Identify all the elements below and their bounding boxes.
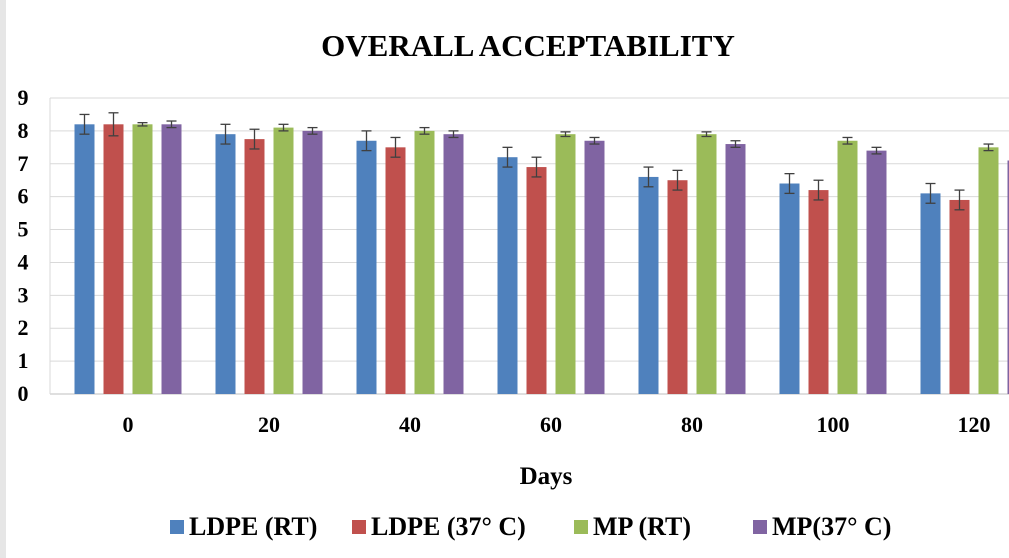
bar — [526, 167, 547, 394]
y-tick-label: 3 — [18, 282, 29, 307]
bar — [356, 140, 377, 394]
bar — [443, 134, 464, 394]
bar — [638, 176, 659, 394]
y-tick-label: 4 — [18, 249, 29, 274]
legend-swatch — [352, 520, 366, 534]
legend-swatch — [753, 520, 767, 534]
bar — [132, 124, 153, 395]
y-tick-label: 0 — [18, 381, 29, 406]
x-tick-label: 40 — [399, 412, 421, 437]
bar — [161, 124, 182, 395]
x-axis-ticks: 0 20 40 60 80 100 120 — [123, 412, 991, 437]
bar — [949, 199, 970, 394]
x-tick-label: 80 — [681, 412, 703, 437]
legend-swatch — [574, 520, 588, 534]
x-tick-label: 100 — [817, 412, 850, 437]
y-tick-label: 6 — [18, 184, 29, 209]
x-tick-label: 20 — [258, 412, 280, 437]
legend-label: MP(37° C) — [772, 512, 891, 541]
bar — [584, 140, 605, 394]
bar — [667, 180, 688, 394]
bar — [920, 193, 941, 394]
bar-chart: OVERALL ACCEPTABILITY 0 1 2 3 4 5 6 7 8 9 0 20 40 60… — [18, 28, 1009, 541]
bar — [497, 157, 518, 394]
y-tick-label: 2 — [18, 315, 29, 340]
chart-title: OVERALL ACCEPTABILITY — [321, 28, 735, 63]
bar — [1007, 160, 1009, 394]
y-tick-label: 1 — [18, 348, 29, 373]
bar — [725, 144, 746, 394]
legend-label: LDPE (RT) — [189, 512, 317, 541]
bar — [555, 134, 576, 394]
y-tick-label: 5 — [18, 217, 29, 242]
bar — [779, 183, 800, 394]
legend-label: LDPE (37° C) — [371, 512, 526, 541]
y-tick-label: 9 — [18, 85, 29, 110]
bar — [837, 140, 858, 394]
bar — [74, 124, 95, 395]
bars-group — [74, 112, 1009, 395]
chart-panel: OVERALL ACCEPTABILITY 0 1 2 3 4 5 6 7 8 9 0 20 40 60… — [6, 0, 1009, 558]
bar — [244, 139, 265, 394]
bar — [215, 134, 236, 394]
bar — [273, 127, 294, 394]
bar — [808, 190, 829, 394]
x-tick-label: 120 — [958, 412, 991, 437]
bar — [696, 134, 717, 394]
bar — [385, 147, 406, 394]
bar — [866, 150, 887, 394]
legend: LDPE (RT) LDPE (37° C) MP (RT) MP(37° C) — [170, 512, 891, 541]
y-tick-label: 7 — [18, 151, 29, 176]
legend-swatch — [170, 520, 184, 534]
bar — [978, 147, 999, 394]
bar — [414, 130, 435, 394]
y-tick-label: 8 — [18, 118, 29, 143]
x-tick-label: 0 — [123, 412, 134, 437]
y-axis-ticks: 0 1 2 3 4 5 6 7 8 9 — [18, 85, 29, 406]
bar — [103, 124, 124, 395]
bar — [302, 130, 323, 394]
legend-label: MP (RT) — [593, 512, 691, 541]
x-tick-label: 60 — [540, 412, 562, 437]
x-axis-label: Days — [520, 463, 573, 490]
